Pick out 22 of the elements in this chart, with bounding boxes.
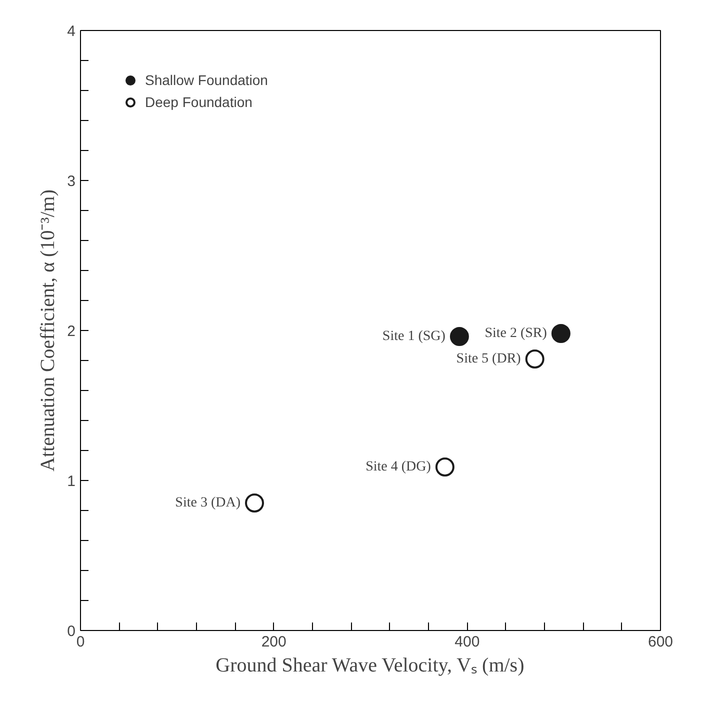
y-tick-label: 2 — [67, 323, 76, 340]
annotation: Site 1 (SG) — [382, 329, 446, 344]
annotation: Site 5 (DR) — [456, 352, 522, 366]
x-axis-title: Ground Shear Wave Velocity, Vₛ (m/s) — [216, 654, 524, 676]
point — [525, 350, 544, 368]
x-tick-label: 200 — [261, 634, 286, 650]
annotation: Site 2 (SR) — [484, 326, 548, 341]
point — [245, 494, 264, 512]
y-tick-label: 1 — [67, 473, 76, 490]
x-tick-label: 400 — [454, 634, 480, 650]
point — [450, 327, 469, 346]
y-tick-label: 0 — [67, 623, 76, 640]
point — [551, 324, 570, 343]
annotation: Site 4 (DG) — [366, 460, 432, 474]
y-axis-title: Attenuation Coefficient, α (10⁻³/m) — [37, 190, 60, 472]
legend-label: Shallow Foundation — [145, 72, 268, 88]
x-tick-label: 600 — [648, 634, 674, 650]
annotation: Site 3 (DA) — [175, 496, 241, 510]
y-tick-label: 3 — [67, 173, 76, 190]
legend-label: Deep Foundation — [145, 94, 252, 110]
y-tick-label: 4 — [67, 23, 76, 40]
point — [435, 458, 454, 476]
